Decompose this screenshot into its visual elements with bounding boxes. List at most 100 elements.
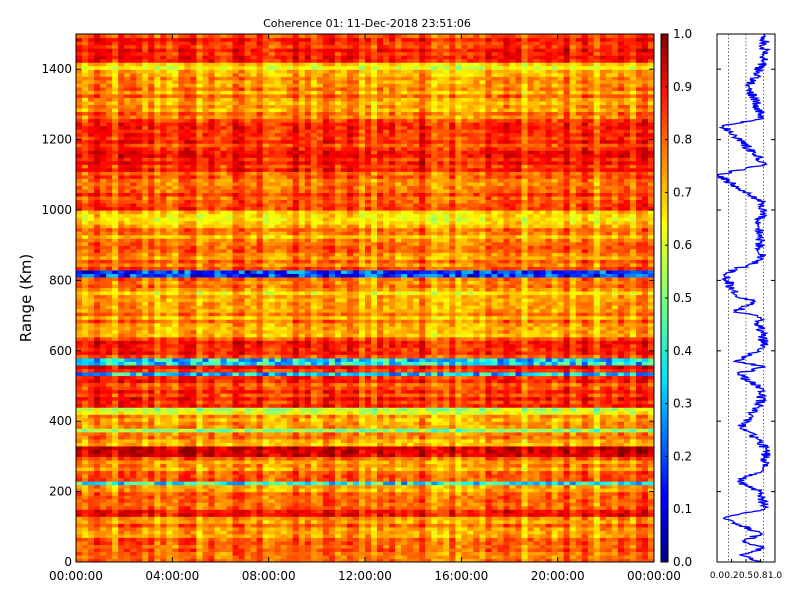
heatmap-cell (227, 488, 234, 492)
heatmap-cell (612, 425, 619, 429)
heatmap-cell (118, 393, 125, 397)
heatmap-cell (106, 404, 113, 408)
heatmap-cell (642, 551, 649, 555)
heatmap-cell (178, 544, 185, 548)
heatmap-cell (365, 432, 372, 436)
heatmap-cell (112, 470, 119, 474)
heatmap-cell (618, 400, 625, 404)
heatmap-cell (323, 435, 330, 439)
heatmap-cell (257, 460, 264, 464)
heatmap-cell (588, 435, 595, 439)
heatmap-cell (564, 548, 571, 552)
heatmap-cell (335, 523, 342, 527)
heatmap-cell (251, 548, 258, 552)
heatmap-cell (154, 541, 161, 545)
heatmap-cell (383, 404, 390, 408)
heatmap-cell (558, 386, 565, 390)
heatmap-cell (491, 485, 498, 489)
heatmap-cell (540, 421, 547, 425)
heatmap-cell (184, 382, 191, 386)
heatmap-cell (546, 439, 553, 443)
heatmap-cell (503, 495, 510, 499)
heatmap-cell (443, 509, 450, 513)
heatmap-cell (389, 534, 396, 538)
heatmap-cell (353, 460, 360, 464)
heatmap-cell (365, 463, 372, 467)
heatmap-cell (190, 555, 197, 559)
heatmap-cell (467, 523, 474, 527)
heatmap-cell (570, 418, 577, 422)
heatmap-cell (606, 397, 613, 401)
heatmap-cell (540, 495, 547, 499)
heatmap-cell (425, 463, 432, 467)
heatmap-cell (208, 551, 215, 555)
heatmap-cell (497, 544, 504, 548)
heatmap-cell (606, 442, 613, 446)
heatmap-cell (190, 463, 197, 467)
heatmap-cell (233, 425, 240, 429)
heatmap-cell (335, 551, 342, 555)
heatmap-cell (461, 548, 468, 552)
heatmap-cell (570, 439, 577, 443)
heatmap-cell (118, 467, 125, 471)
heatmap-cell (172, 456, 179, 460)
heatmap-cell (221, 537, 228, 541)
heatmap-cell (528, 435, 535, 439)
heatmap-cell (317, 463, 324, 467)
heatmap-cell (208, 432, 215, 436)
heatmap-cell (491, 390, 498, 394)
heatmap-cell (245, 551, 252, 555)
heatmap-cell (208, 520, 215, 524)
heatmap-cell (395, 418, 402, 422)
heatmap-cell (455, 520, 462, 524)
heatmap-cell (305, 449, 312, 453)
heatmap-cell (178, 453, 185, 457)
heatmap-cell (257, 470, 264, 474)
heatmap-cell (612, 421, 619, 425)
heatmap-cell (287, 506, 294, 510)
heatmap-cell (347, 513, 354, 517)
heatmap-cell (329, 460, 336, 464)
heatmap-cell (371, 492, 378, 496)
heatmap-cell (106, 548, 113, 552)
heatmap-cell (431, 425, 438, 429)
heatmap-cell (558, 425, 565, 429)
heatmap-cell (516, 442, 523, 446)
heatmap-cell (208, 404, 215, 408)
heatmap-cell (94, 523, 101, 527)
heatmap-cell (293, 555, 300, 559)
heatmap-cell (516, 502, 523, 506)
heatmap-cell (118, 523, 125, 527)
heatmap-cell (269, 481, 276, 485)
heatmap-cell (287, 411, 294, 415)
heatmap-cell (528, 456, 535, 460)
heatmap-cell (606, 393, 613, 397)
heatmap-cell (160, 513, 167, 517)
heatmap-cell (564, 463, 571, 467)
heatmap-cell (377, 379, 384, 383)
heatmap-cell (540, 400, 547, 404)
heatmap-cell (576, 411, 583, 415)
heatmap-cell (564, 446, 571, 450)
heatmap-cell (233, 555, 240, 559)
heatmap-cell (329, 400, 336, 404)
heatmap-cell (606, 407, 613, 411)
heatmap-cell (287, 428, 294, 432)
heatmap-cell (407, 520, 414, 524)
heatmap-cell (275, 474, 282, 478)
heatmap-cell (503, 407, 510, 411)
heatmap-cell (431, 407, 438, 411)
heatmap-cell (624, 449, 631, 453)
heatmap-cell (154, 393, 161, 397)
heatmap-cell (473, 463, 480, 467)
heatmap-cell (227, 428, 234, 432)
heatmap-cell (221, 509, 228, 513)
heatmap-cell (582, 428, 589, 432)
heatmap-cell (377, 544, 384, 548)
heatmap-cell (582, 460, 589, 464)
heatmap-cell (389, 523, 396, 527)
heatmap-cell (485, 453, 492, 457)
heatmap-cell (323, 460, 330, 464)
heatmap-cell (552, 435, 559, 439)
heatmap-cell (503, 544, 510, 548)
